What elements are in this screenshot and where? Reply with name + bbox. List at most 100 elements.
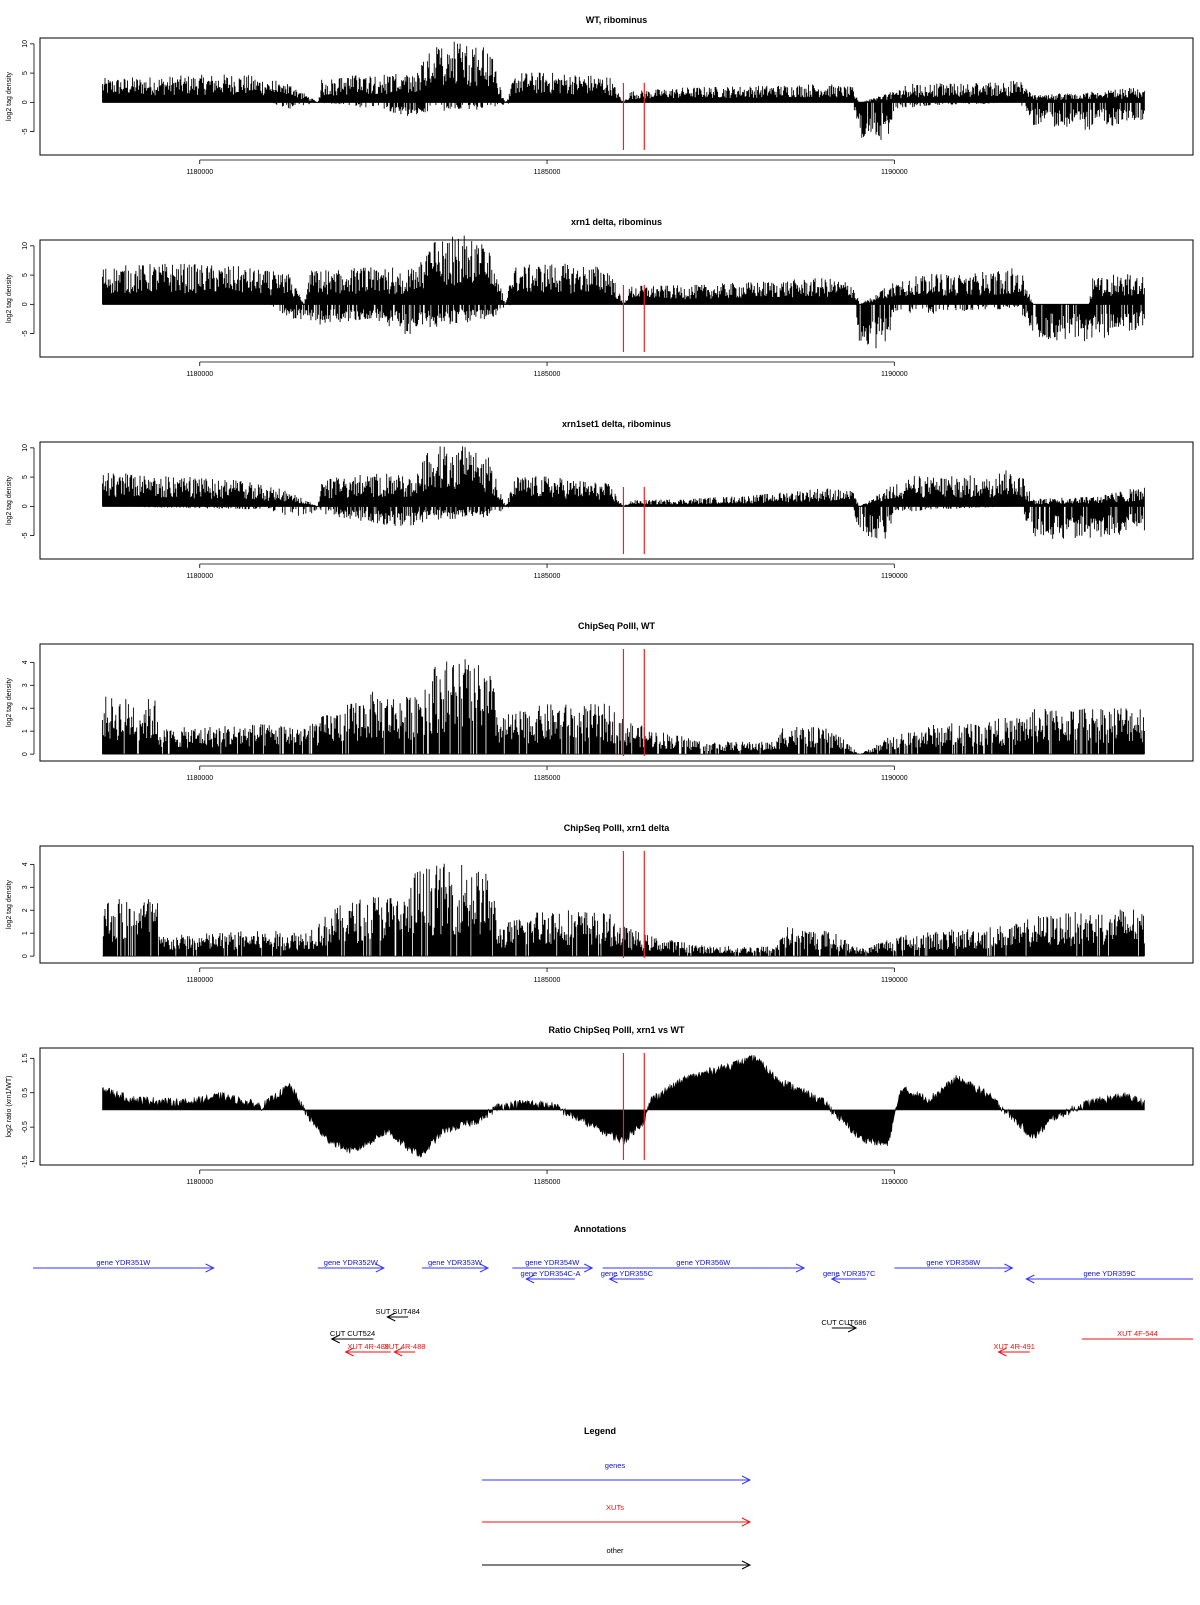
track-panel-1: WT, ribominus -5 0 5 10 log2 tag density 11800…	[6, 15, 1194, 176]
panel-title: WT, ribominus	[586, 15, 648, 25]
y-tick-label: 10	[22, 242, 29, 250]
y-tick-label: 2	[22, 706, 29, 710]
y-tick-label: 5	[22, 475, 29, 479]
x-tick-label: 1185000	[534, 371, 561, 378]
arrow-head	[741, 1517, 752, 1527]
y-tick-label: -5	[22, 532, 29, 538]
legend-panel: Legend genes XUTs other	[482, 1426, 752, 1570]
x-tick-label: 1185000	[534, 169, 561, 176]
feature-label: gene YDR352W	[324, 1258, 379, 1267]
legend-item-gene: genes	[482, 1461, 752, 1485]
feature-gene: gene YDR359C	[1025, 1269, 1193, 1284]
plot-frame	[39, 1047, 1194, 1166]
feature-label: gene YDR354C-A	[521, 1269, 581, 1278]
x-tick-label: 1185000	[534, 573, 561, 580]
y-tick-label: 0	[22, 100, 29, 104]
y-tick-label: 0	[22, 954, 29, 958]
arrow-head	[386, 1312, 396, 1322]
y-tick-label: -5	[22, 330, 29, 336]
feature-label: gene YDR357C	[823, 1269, 876, 1278]
legend-item-xut: XUTs	[482, 1503, 752, 1527]
arrow-head	[583, 1263, 594, 1273]
y-tick-label: 5	[22, 273, 29, 277]
y-axis-label: log2 ratio (xrn1/WT)	[6, 1076, 13, 1138]
signal-bars	[102, 235, 1145, 349]
x-tick-label: 1190000	[881, 371, 908, 378]
y-tick-label: 5	[22, 71, 29, 75]
plot-frame	[39, 37, 1194, 156]
panel-title: ChipSeq PolII, xrn1 delta	[564, 823, 671, 833]
legend-label: XUTs	[606, 1503, 624, 1512]
panel-title: Ratio ChipSeq PolII, xrn1 vs WT	[548, 1025, 685, 1035]
y-tick-label: 1.5	[22, 1053, 29, 1063]
feature-label: gene YDR356W	[676, 1258, 731, 1267]
y-tick-label: 2	[22, 908, 29, 912]
feature-xut: XUT 4R-491	[993, 1342, 1035, 1357]
feature-label: gene YDR353W	[428, 1258, 483, 1267]
y-tick-label: 10	[22, 40, 29, 48]
panel-title: xrn1 delta, ribominus	[571, 217, 662, 227]
arrow-head	[393, 1347, 403, 1357]
feature-label: XUT 4R-491	[993, 1342, 1035, 1351]
arrow-head	[330, 1334, 340, 1344]
legend-label: genes	[605, 1461, 626, 1470]
x-tick-label: 1190000	[881, 775, 908, 782]
feature-label: gene YDR355C	[601, 1269, 654, 1278]
y-tick-label: 3	[22, 885, 29, 889]
y-axis-label: log2 tag density	[6, 475, 13, 525]
y-axis-label: log2 tag density	[6, 71, 13, 121]
x-tick-label: 1190000	[881, 573, 908, 580]
arrow-head	[205, 1263, 215, 1273]
arrow-head	[479, 1263, 490, 1273]
x-tick-label: 1180000	[186, 775, 213, 782]
plot-frame	[39, 239, 1194, 358]
signal-bars	[102, 863, 1145, 957]
feature-other: CUT CUT524	[330, 1329, 375, 1344]
x-tick-label: 1190000	[881, 1179, 908, 1186]
feature-xut: XUT 4R-489	[344, 1342, 391, 1357]
feature-label: CUT CUT524	[330, 1329, 375, 1338]
feature-xut: XUT 4R-488	[384, 1342, 426, 1357]
y-tick-label: 0	[22, 504, 29, 508]
x-tick-label: 1180000	[186, 371, 213, 378]
x-tick-label: 1190000	[881, 169, 908, 176]
x-tick-label: 1185000	[534, 775, 561, 782]
signal-bars	[102, 446, 1145, 539]
arrow-head	[608, 1274, 618, 1284]
arrow-head	[525, 1274, 535, 1284]
feature-gene: gene YDR351W	[33, 1258, 215, 1273]
y-axis-label: log2 tag density	[6, 273, 13, 323]
feature-label: XUT 4R-488	[384, 1342, 426, 1351]
feature-gene: gene YDR358W	[894, 1258, 1014, 1273]
feature-gene: gene YDR355C	[601, 1269, 654, 1284]
y-axis-label: log2 tag density	[6, 677, 13, 727]
feature-gene: gene YDR354C-A	[521, 1269, 581, 1284]
feature-label: XUT 4F-544	[1117, 1329, 1158, 1338]
x-tick-label: 1185000	[534, 977, 561, 984]
feature-label: gene YDR351W	[96, 1258, 151, 1267]
feature-gene: gene YDR357C	[823, 1269, 876, 1284]
legend-item-other: other	[482, 1546, 752, 1570]
plot-frame	[39, 643, 1194, 762]
plot-frame	[39, 845, 1194, 964]
feature-other: CUT CUT686	[821, 1318, 867, 1333]
y-tick-label: -5	[22, 128, 29, 134]
arrow-head	[795, 1263, 806, 1273]
track-panel-6: Ratio ChipSeq PolII, xrn1 vs WT -1.5 -0.5 0…	[6, 1025, 1194, 1186]
panel-title: ChipSeq PolII, WT	[578, 621, 655, 631]
y-tick-label: 0	[22, 752, 29, 756]
feature-label: SUT SUT484	[375, 1307, 419, 1316]
feature-other: SUT SUT484	[375, 1307, 420, 1322]
y-tick-label: 1	[22, 729, 29, 733]
track-panel-4: ChipSeq PolII, WT 0 1 2 3 4 log2 tag density 11…	[6, 621, 1194, 782]
feature-label: gene YDR354W	[525, 1258, 580, 1267]
x-tick-label: 1185000	[534, 1179, 561, 1186]
arrow-head	[375, 1263, 385, 1273]
y-axis-label: log2 tag density	[6, 879, 13, 929]
track-panel-5: ChipSeq PolII, xrn1 delta 0 1 2 3 4 log2 tag d…	[6, 823, 1194, 984]
feature-gene: gene YDR354W	[512, 1258, 594, 1273]
x-tick-label: 1180000	[186, 169, 213, 176]
signal-bars	[102, 659, 1145, 755]
